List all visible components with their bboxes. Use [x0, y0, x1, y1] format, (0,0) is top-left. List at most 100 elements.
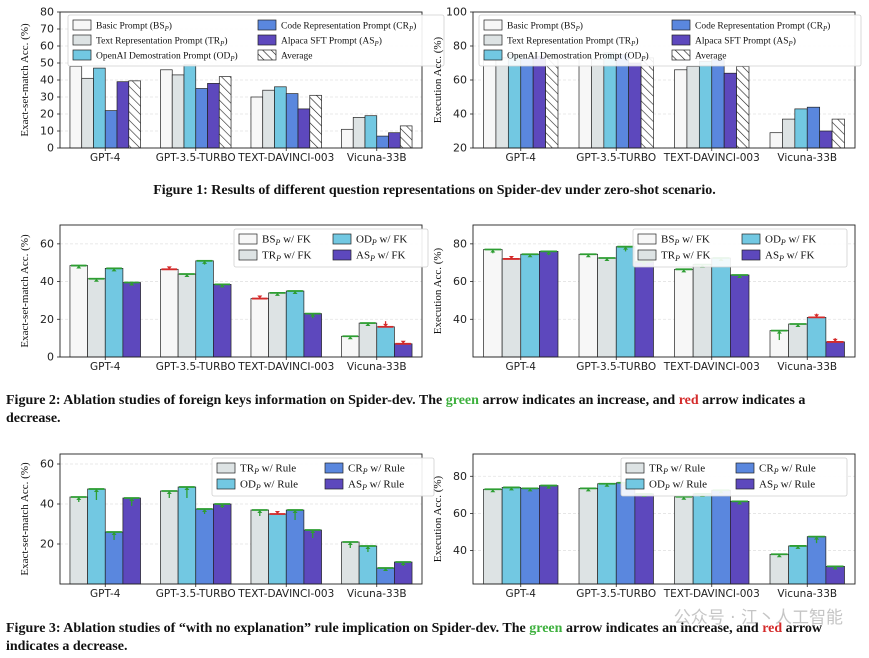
legend-label: ODP w/ Rule	[240, 479, 298, 493]
x-tick-label: TEXT-DAVINCI-003	[663, 361, 760, 373]
bar-tr	[495, 57, 509, 149]
bar-od	[692, 493, 713, 585]
legend	[620, 457, 848, 497]
legend-label: CRP w/ Rule	[348, 463, 405, 477]
legend-label: BSP w/ FK	[661, 234, 710, 248]
x-tick-label: GPT-3.5-TURBO	[576, 588, 656, 600]
y-tick-label: 80	[453, 470, 467, 483]
increase-arrow-head	[365, 546, 371, 549]
increase-arrow-head	[257, 510, 263, 513]
bar-tr	[177, 273, 197, 358]
legend	[632, 228, 848, 268]
legend-label: ODP w/ Rule	[649, 479, 707, 493]
legend-swatch-od	[483, 49, 503, 61]
bar-avg	[640, 57, 654, 149]
plot-frame	[472, 11, 856, 149]
increase-arrow-head	[508, 487, 514, 491]
bar-bs	[483, 249, 503, 358]
legend-swatch-as	[671, 34, 691, 46]
legend-label: TRP w/ FK	[262, 250, 312, 264]
legend-swatch-avg	[671, 49, 691, 61]
y-axis-label: Exact-set-match Acc. (%)	[19, 23, 31, 137]
legend-swatch-bs	[72, 19, 92, 31]
bar-as	[532, 55, 546, 149]
y-tick-label: 20	[40, 313, 54, 326]
bar-bs	[250, 96, 264, 149]
decrease-arrow-head	[832, 338, 838, 342]
legend-label: ODP w/ FK	[765, 234, 816, 248]
increase-arrow-head	[585, 254, 591, 258]
bar-bs	[250, 298, 269, 358]
fig2-left-svg: 0 20 40 60 Exact-set-match Acc. (%) GPT-4 GPT-…	[19, 224, 429, 373]
bar-tr	[262, 89, 275, 149]
legend-label: Code Representation Prompt (CRP)	[695, 21, 830, 34]
bar-tr	[674, 496, 694, 585]
bar-as	[122, 282, 141, 358]
legend-swatch-tr	[216, 462, 236, 474]
y-tick-label: 60	[40, 40, 54, 53]
increase-arrow-head	[527, 488, 533, 492]
y-tick-label: 100	[446, 6, 467, 19]
bar-cr	[711, 59, 725, 149]
legend-swatch-cr	[324, 462, 344, 474]
bar-cr	[104, 110, 118, 149]
bar-tr	[250, 509, 269, 585]
bar-tr	[81, 77, 94, 149]
bar-as	[539, 251, 559, 358]
bar-od	[806, 317, 827, 358]
bar-tr	[501, 258, 522, 358]
bar-tr	[591, 59, 605, 149]
watermark: 公众号 · 江丶人工智能	[673, 608, 843, 628]
legend-label: Average	[695, 52, 726, 62]
legend-swatch-tr	[72, 34, 92, 46]
y-axis-label: Execution Acc. (%)	[432, 475, 444, 562]
legend-label: Basic Prompt (BSP)	[507, 21, 583, 34]
bar-od	[274, 86, 287, 149]
bar-as	[207, 83, 220, 149]
chart-fig3-execution: 40 60 80 Execution Acc. (%) GPT-4 GPT-3.5-TUR…	[421, 446, 869, 606]
bar-as	[213, 284, 232, 358]
increase-arrow-head	[292, 510, 298, 513]
plot-frame	[59, 224, 423, 358]
x-tick-label: TEXT-DAVINCI-003	[663, 588, 760, 600]
y-tick-label: 40	[453, 544, 467, 557]
legend-label: Alpaca SFT Prompt (ASP)	[695, 36, 796, 49]
chart-fig1-exact-set-match: 0 10 20 30 40 50 60 70 80 Exact-set-match Acc. (%…	[0, 0, 445, 172]
legend-label: ASP w/ Rule	[759, 479, 815, 493]
increase-arrow-head	[93, 278, 99, 282]
increase-arrow-head	[737, 501, 743, 505]
x-tick-label: TEXT-DAVINCI-003	[663, 152, 760, 164]
bar-bs	[674, 268, 694, 358]
legend-label: Basic Prompt (BSP)	[96, 21, 172, 34]
bar-od	[104, 268, 124, 358]
bar-avg	[309, 94, 322, 149]
increase-arrow-head	[527, 254, 533, 258]
legend-swatch-cr	[257, 19, 277, 31]
bar-od	[501, 487, 522, 585]
legend-swatch-bs	[637, 233, 657, 245]
increase-arrow-head	[76, 497, 82, 500]
increase-arrow-head	[400, 562, 406, 565]
increase-arrow-head	[347, 336, 353, 340]
increase-arrow-head	[604, 258, 610, 261]
bar-bs	[69, 66, 83, 149]
bar-avg	[399, 125, 413, 149]
x-tick-label: Vicuna-33B	[777, 361, 837, 373]
x-tick-label: GPT-4	[90, 588, 121, 600]
plot-frame	[472, 453, 856, 585]
bar-od	[597, 483, 617, 585]
legend-label: OpenAI Demostration Prompt (ODP)	[507, 51, 649, 64]
x-tick-label: Vicuna-33B	[347, 588, 407, 600]
bar-avg	[128, 80, 141, 149]
increase-arrow-head	[274, 292, 280, 296]
y-tick-label: 60	[453, 74, 467, 87]
bar-tr	[769, 553, 789, 585]
y-tick-label: 80	[453, 237, 467, 250]
decrease-arrow-head	[383, 323, 389, 327]
bar-cr	[711, 489, 731, 585]
increase-arrow-head	[546, 251, 552, 255]
legend-label: TRP w/ FK	[661, 250, 711, 264]
bar-od	[615, 246, 636, 358]
bar-cr	[376, 135, 389, 149]
bar-as	[634, 261, 654, 358]
